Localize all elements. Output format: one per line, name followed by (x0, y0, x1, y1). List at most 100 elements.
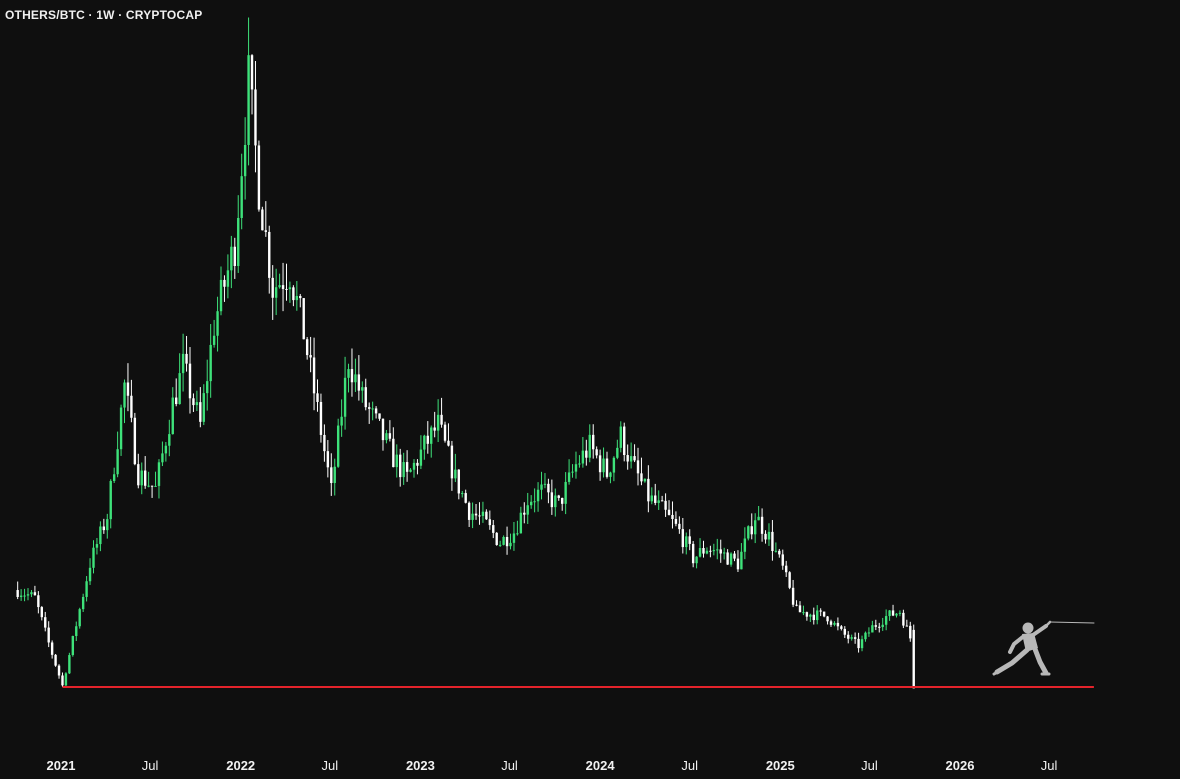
candle-body (716, 549, 719, 551)
candle-body (891, 610, 895, 616)
candle-body (50, 642, 54, 655)
candle-body (492, 525, 495, 533)
candle-body (281, 285, 285, 289)
candle-body (609, 472, 612, 477)
candle-body (884, 616, 888, 625)
candle-body (75, 626, 78, 637)
candle-body (143, 470, 147, 486)
candle-body (292, 287, 295, 301)
candle-body (226, 270, 230, 287)
candle-body (426, 435, 429, 444)
candle-body (354, 374, 357, 383)
candle-body (647, 478, 650, 502)
candle-body (888, 610, 891, 617)
candle-body (733, 553, 736, 559)
candle-body (99, 526, 102, 545)
candle-body (368, 407, 371, 409)
candle-body (533, 501, 536, 503)
candle-body (288, 287, 292, 290)
candle-body (154, 485, 157, 487)
x-tick-label: Jul (142, 758, 159, 773)
candle-body (912, 629, 915, 689)
candle-body (130, 395, 133, 418)
candle-body (26, 594, 30, 596)
candle-body (550, 492, 554, 508)
candle-body (771, 531, 774, 552)
candle-body (88, 567, 92, 582)
candle-body (681, 529, 685, 548)
candle-body (433, 427, 436, 431)
candle-body (895, 613, 898, 616)
candle-body (323, 434, 326, 452)
candle-body (791, 587, 795, 605)
candle-body (822, 611, 826, 617)
candle-body (447, 440, 450, 446)
candle-body (650, 495, 653, 502)
x-axis: 2021 Jul 2022 Jul 2023 Jul 2024 Jul 2025 Jul 2026 J… (47, 758, 1058, 773)
candle-body (305, 339, 309, 356)
candle-body (685, 536, 688, 548)
candle-body (78, 609, 81, 627)
candle-body (216, 311, 219, 336)
candle-body (853, 637, 857, 639)
candle-body (867, 632, 871, 634)
candle-body (71, 636, 75, 656)
candle-body (347, 369, 350, 378)
candle-body (729, 553, 733, 565)
candle-body (106, 519, 109, 531)
candle-body (778, 550, 781, 555)
candle-body (788, 572, 791, 588)
candle-body (543, 483, 547, 485)
candle-body (206, 381, 209, 394)
candle-body (388, 433, 392, 439)
candle-body (250, 55, 254, 90)
candle-body (44, 617, 47, 628)
candle-body (330, 467, 333, 484)
candle-body (464, 493, 467, 503)
candle-body (240, 176, 243, 218)
candle-body (654, 495, 657, 503)
candle-body (119, 407, 123, 450)
x-tick-label: 2022 (226, 758, 255, 773)
candle-body (157, 462, 161, 486)
candle-body (171, 397, 174, 435)
candle-body (85, 581, 88, 597)
candle-body (657, 500, 660, 503)
candle-body (19, 595, 23, 597)
x-tick-label: Jul (322, 758, 339, 773)
candle-body (598, 455, 602, 473)
candle-body (102, 526, 106, 531)
candle-body (802, 612, 805, 614)
x-tick-label: 2026 (946, 758, 975, 773)
candle-body (467, 502, 471, 520)
candle-body (695, 556, 698, 564)
candle-body (178, 373, 181, 405)
candle-body (412, 462, 416, 470)
candle-body (512, 533, 516, 543)
candle-body (667, 509, 671, 515)
candle-body (126, 382, 130, 396)
candle-body (588, 434, 591, 458)
candle-body (871, 625, 874, 633)
x-tick-label: 2025 (766, 758, 795, 773)
candle-body (505, 536, 509, 547)
candle-body (161, 453, 164, 463)
candle-body (726, 552, 729, 565)
candle-body (219, 279, 223, 312)
candle-body (271, 277, 274, 298)
x-tick-label: Jul (681, 758, 698, 773)
candle-body (16, 590, 19, 597)
candle-body (509, 542, 512, 547)
candle-body (671, 514, 674, 519)
candle-body (585, 450, 588, 458)
candle-body (633, 456, 636, 461)
chart-title: OTHERS/BTC · 1W · CRYPTOCAP (5, 8, 203, 22)
candle-body (547, 483, 550, 493)
x-tick-label: Jul (1041, 758, 1058, 773)
candle-body (626, 455, 629, 462)
candle-body (902, 612, 905, 626)
candle-body (571, 471, 574, 473)
candle-body (843, 628, 846, 635)
candle-body (181, 353, 185, 374)
candle-body (629, 456, 633, 462)
